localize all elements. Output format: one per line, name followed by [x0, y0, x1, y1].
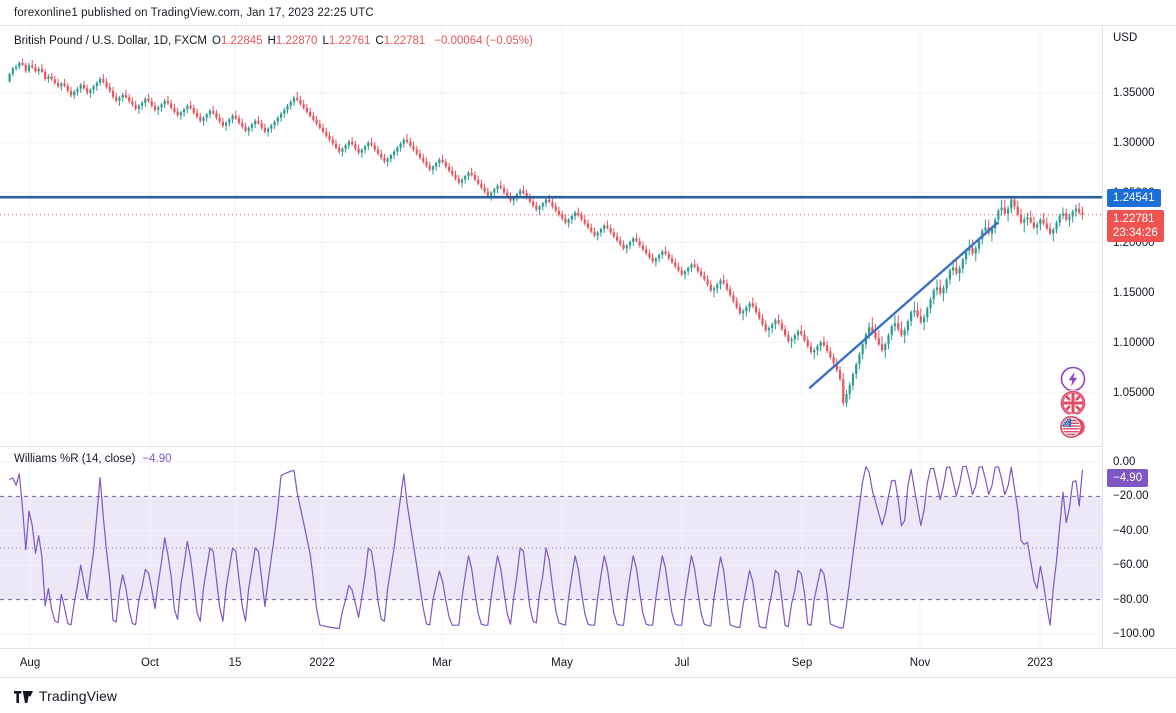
tradingview-logo-icon	[14, 690, 33, 703]
time-tick: Oct	[141, 657, 159, 669]
price-tick: 1.35000	[1113, 87, 1155, 99]
footer-brand: TradingView	[0, 678, 1176, 713]
time-tick: Sep	[791, 657, 813, 669]
time-tick: May	[551, 657, 573, 669]
price-scale-unit: USD	[1113, 32, 1138, 44]
williams-r-value-badge[interactable]: −4.90	[1107, 469, 1149, 488]
price-scale[interactable]: USD1.350001.300001.250001.200001.150001.…	[1102, 27, 1176, 447]
price-tick: 1.10000	[1113, 337, 1155, 349]
williams-r-tick: −80.00	[1113, 593, 1149, 606]
williams-r-tick: 0.00	[1113, 456, 1136, 468]
gbp-flag-icon[interactable]	[1060, 390, 1086, 416]
williams-r-tick: −20.00	[1113, 490, 1149, 503]
williams-r-pane[interactable]: Williams %R (14, close) −4.90	[0, 448, 1102, 648]
floating-symbol-buttons[interactable]	[1060, 366, 1090, 440]
time-tick: 2023	[1027, 657, 1053, 669]
time-tick: Jul	[674, 657, 690, 669]
publish-info-bar: forexonline1 published on TradingView.co…	[0, 0, 1176, 26]
price-chart-pane[interactable]: British Pound / U.S. Dollar, 1D, FXCM O1.…	[0, 27, 1102, 447]
tradingview-brand-text: TradingView	[39, 687, 118, 704]
price-tick: 1.15000	[1113, 287, 1155, 299]
time-tick: Aug	[19, 657, 41, 669]
price-tick: 1.30000	[1113, 137, 1155, 149]
williams-r-tick: −100.00	[1113, 628, 1155, 640]
last-price-badge[interactable]: 1.22781 23:34:26	[1107, 210, 1164, 243]
lightning-icon[interactable]	[1060, 366, 1086, 392]
williams-r-tick: −60.00	[1113, 559, 1149, 572]
price-tick: 1.05000	[1113, 387, 1155, 399]
time-tick: 15	[228, 657, 242, 669]
countdown-timer: 23:34:26	[1113, 227, 1158, 240]
williams-r-tick: −40.00	[1113, 524, 1149, 537]
price-plot-area[interactable]	[0, 27, 1102, 446]
williams-r-scale[interactable]: 0.00 −20.00 −40.00 −60.00 −80.00 −100.00 −4.90	[1102, 448, 1176, 648]
time-tick: 2022	[309, 657, 335, 669]
resistance-price-badge[interactable]: 1.24541	[1107, 188, 1161, 207]
williams-r-plot-area[interactable]	[0, 448, 1102, 648]
time-scale[interactable]: Aug Oct 15 2022 Mar May Jul Sep Nov 2023	[0, 648, 1176, 678]
publish-text: forexonline1 published on TradingView.co…	[14, 6, 374, 19]
time-tick: Nov	[909, 657, 931, 669]
time-tick: Mar	[432, 657, 452, 669]
last-price-value: 1.22781	[1113, 213, 1155, 226]
usd-coin-icon[interactable]	[1060, 414, 1086, 440]
